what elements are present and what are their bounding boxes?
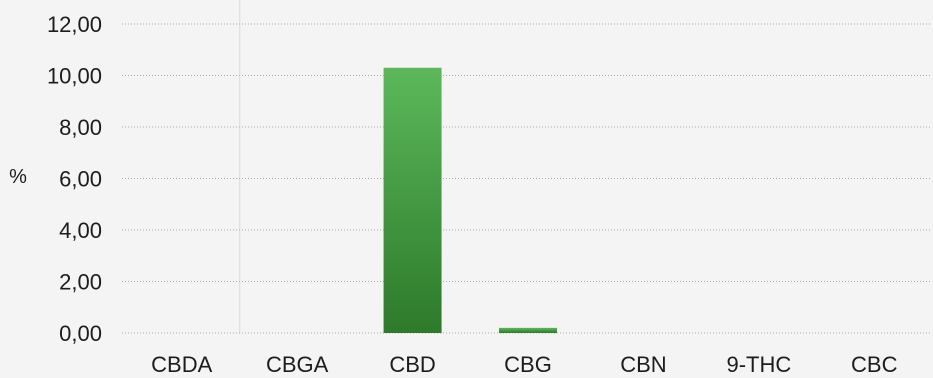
x-category-label: CBC	[851, 352, 898, 377]
y-tick-label: 8,00	[59, 115, 102, 140]
x-category-label: 9-THC	[726, 352, 791, 377]
y-axis-ticks: 0,00 2,00 4,00 6,00 8,00 10,00 12,00	[47, 12, 102, 346]
x-category-label: CBG	[504, 352, 552, 377]
x-axis-categories: CBDA CBGA CBD CBG CBN 9-THC CBC	[151, 352, 897, 377]
y-tick-label: 10,00	[47, 64, 102, 89]
y-tick-label: 12,00	[47, 12, 102, 37]
gridlines	[122, 0, 930, 334]
y-tick-label: 6,00	[59, 167, 102, 192]
x-category-label: CBN	[620, 352, 666, 377]
y-tick-label: 2,00	[59, 270, 102, 295]
y-tick-label: 4,00	[59, 218, 102, 243]
bars	[383, 67, 557, 334]
y-axis-title: %	[9, 166, 27, 188]
x-category-label: CBGA	[266, 352, 329, 377]
bar-cbg	[499, 327, 557, 333]
x-category-label: CBDA	[151, 352, 212, 377]
x-category-label: CBD	[389, 352, 435, 377]
bar-cbd	[383, 67, 442, 334]
y-tick-label: 0,00	[59, 321, 102, 346]
